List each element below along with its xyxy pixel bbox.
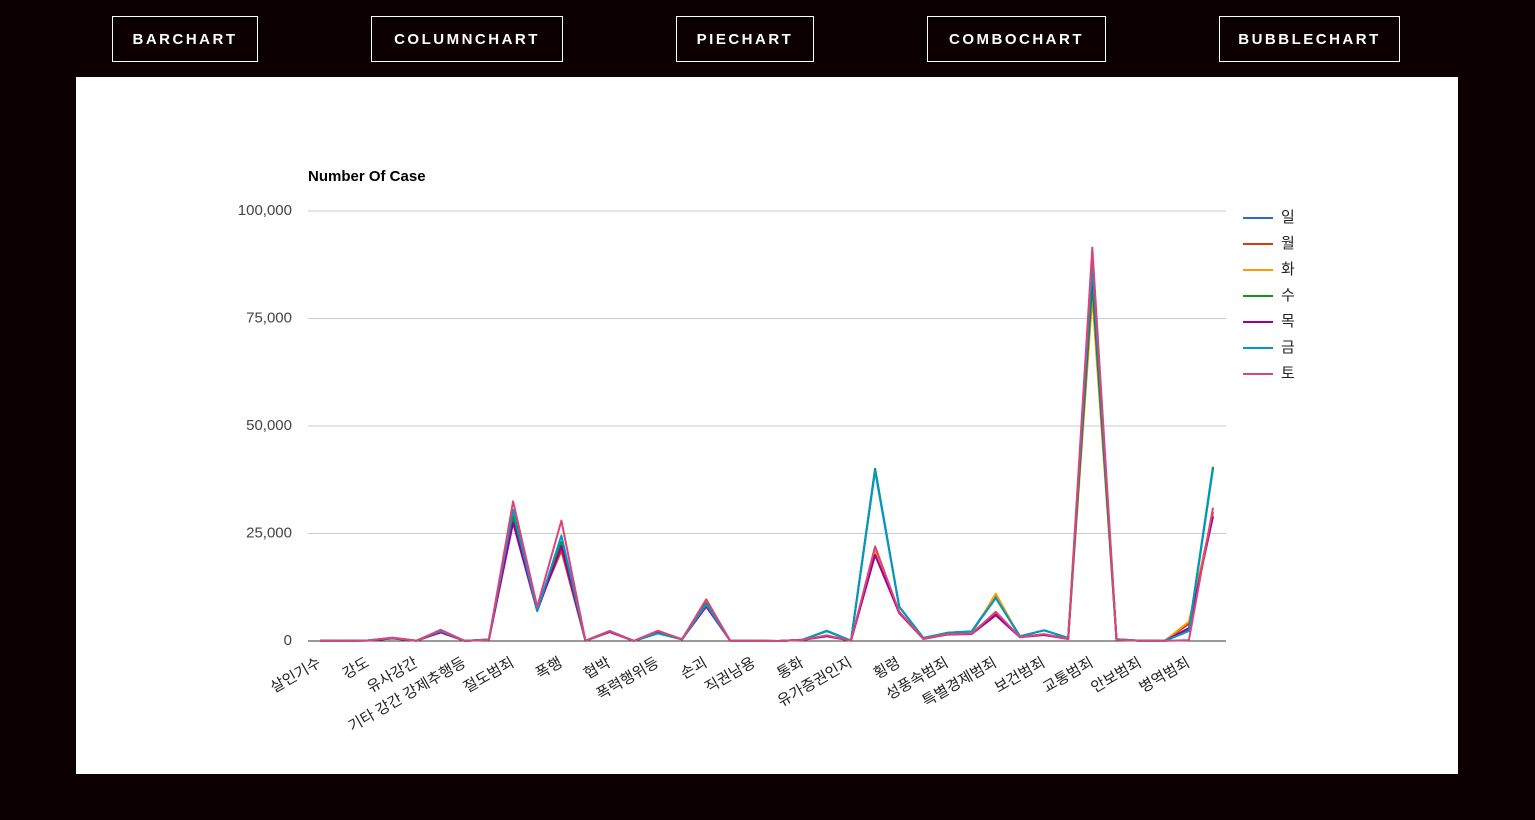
x-tick-label: 절도범죄 (461, 654, 517, 696)
x-tick-label: 안보범죄 (1088, 654, 1144, 696)
nav-button[interactable]: PIECHART (676, 16, 814, 62)
legend-label: 수 (1281, 287, 1295, 304)
x-tick-label: 협박 (581, 654, 614, 683)
legend-label: 토 (1281, 365, 1295, 382)
legend-label: 일 (1281, 209, 1295, 226)
nav-button[interactable]: BUBBLECHART (1219, 16, 1400, 62)
x-tick-label: 살인기수 (268, 654, 324, 696)
series-line (319, 246, 1214, 642)
x-tick-label: 폭행 (533, 654, 565, 683)
x-tick-label: 횡령 (871, 654, 903, 683)
legend-label: 월 (1281, 235, 1295, 252)
y-tick-label: 100,000 (238, 202, 292, 219)
x-tick-label: 손괴 (678, 654, 710, 683)
nav-button[interactable]: BARCHART (112, 16, 258, 62)
nav-button[interactable]: COMBOCHART (927, 16, 1106, 62)
legend-label: 목 (1281, 313, 1295, 330)
x-tick-label: 강도 (340, 654, 373, 683)
nav-button[interactable]: COLUMNCHART (371, 16, 563, 62)
y-tick-label: 0 (284, 632, 292, 649)
x-tick-label: 직권남용 (702, 654, 758, 696)
y-tick-label: 25,000 (246, 524, 292, 541)
x-tick-label: 교통범죄 (1040, 654, 1096, 696)
legend-label: 금 (1281, 339, 1295, 356)
y-tick-label: 75,000 (246, 309, 292, 326)
x-tick-label: 병역범죄 (1137, 654, 1193, 696)
chart-title: Number Of Case (308, 168, 426, 185)
legend-label: 화 (1281, 261, 1295, 278)
x-tick-label: 통화 (774, 654, 807, 683)
y-tick-label: 50,000 (246, 417, 292, 434)
x-tick-label: 보건범죄 (992, 654, 1048, 696)
